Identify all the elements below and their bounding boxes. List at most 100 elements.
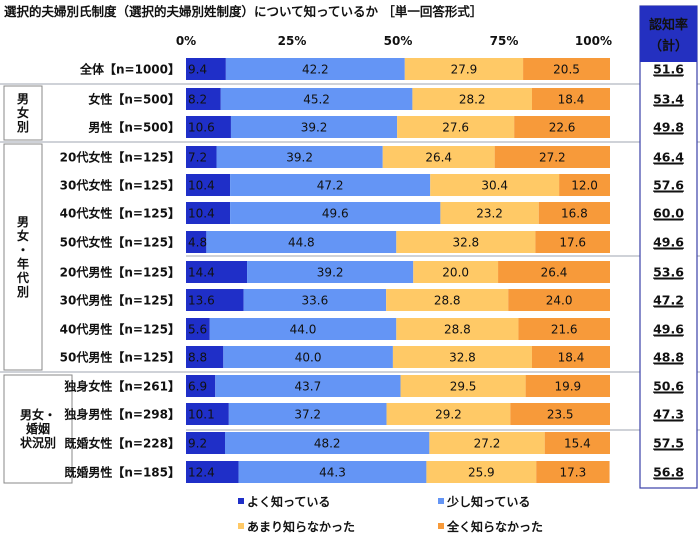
bar-segment <box>386 403 511 425</box>
data-label: 18.4 <box>558 351 585 365</box>
data-label: 29.2 <box>435 408 462 422</box>
bar-segment <box>498 261 610 283</box>
data-label: 43.7 <box>295 380 322 394</box>
awareness-column-box <box>639 5 698 489</box>
data-label: 10.4 <box>188 179 215 193</box>
bar-segment <box>412 88 532 110</box>
data-label: 6.9 <box>188 380 207 394</box>
data-label: 5.6 <box>188 323 207 337</box>
data-label: 29.5 <box>450 380 477 394</box>
data-label: 13.6 <box>188 294 215 308</box>
bar-segment <box>186 88 221 110</box>
data-label: 48.2 <box>314 437 341 451</box>
bar-segment <box>230 116 398 138</box>
bar-segment <box>186 375 216 397</box>
bar-segment <box>186 231 207 253</box>
data-label: 10.4 <box>188 207 215 221</box>
category-label: 男性【n=500】 <box>88 120 180 135</box>
bar-segment <box>392 346 532 368</box>
data-label: 15.4 <box>564 437 591 451</box>
category-label: 既婚男性【n=185】 <box>64 465 180 480</box>
bar-segment <box>216 146 383 168</box>
group-box <box>3 85 43 141</box>
bar-segment <box>186 318 210 340</box>
bar-segment <box>559 174 610 196</box>
bar-segment <box>404 58 524 80</box>
legend-swatch <box>438 498 444 504</box>
category-label: 20代女性【n=125】 <box>60 150 180 165</box>
legend-label: よく知っている <box>247 494 330 509</box>
data-label: 16.8 <box>561 207 588 221</box>
bar-segment <box>538 202 610 224</box>
bar-segment <box>225 58 405 80</box>
awareness-value: 48.8 <box>653 350 684 365</box>
bar-segment <box>531 88 610 110</box>
data-label: 7.2 <box>188 151 207 165</box>
data-label: 10.6 <box>188 121 215 135</box>
bar-segment <box>247 261 414 283</box>
data-label: 23.5 <box>547 408 574 422</box>
bar-segment <box>382 146 495 168</box>
data-label: 27.2 <box>539 151 566 165</box>
bar-segment <box>494 146 610 168</box>
legend-swatch <box>438 523 444 529</box>
bar-segment <box>223 346 393 368</box>
data-label: 30.4 <box>481 179 508 193</box>
category-label: 30代女性【n=125】 <box>60 178 180 193</box>
bar-segment <box>396 318 519 340</box>
awareness-header-line2: （計） <box>649 38 688 54</box>
group-box <box>3 374 73 484</box>
data-label: 8.8 <box>188 351 207 365</box>
group-label: 男女・年代別 <box>16 215 29 299</box>
bar-segment <box>230 202 441 224</box>
bar-segment <box>186 261 248 283</box>
bar-segment <box>186 403 229 425</box>
data-label: 20.0 <box>442 266 469 280</box>
x-tick-label: 25% <box>278 34 307 48</box>
bar-segment <box>518 318 610 340</box>
bar-segment <box>426 461 537 483</box>
data-label: 45.2 <box>303 93 330 107</box>
bar-segment <box>186 202 231 224</box>
bar-segment <box>186 58 226 80</box>
category-label: 30代男性【n=125】 <box>60 293 180 308</box>
bar-segment <box>186 289 244 311</box>
bar-segment <box>220 88 413 110</box>
legend-label: あまり知らなかった <box>247 519 355 534</box>
x-tick-label: 50% <box>384 34 413 48</box>
bar-segment <box>209 318 397 340</box>
data-label: 18.4 <box>558 93 585 107</box>
awareness-value: 60.0 <box>653 206 684 221</box>
data-label: 25.9 <box>468 466 495 480</box>
data-label: 9.2 <box>188 437 207 451</box>
awareness-value: 49.6 <box>653 322 684 337</box>
awareness-header-line1: 認知率 <box>649 17 688 33</box>
bar-segment <box>206 231 397 253</box>
bar-segment <box>508 289 610 311</box>
bar-segment <box>215 375 401 397</box>
awareness-value: 49.8 <box>653 120 684 135</box>
data-label: 49.6 <box>322 207 349 221</box>
data-label: 37.2 <box>294 408 321 422</box>
awareness-value: 57.6 <box>653 178 684 193</box>
bar-segment <box>228 403 387 425</box>
category-label: 既婚女性【n=228】 <box>64 436 180 451</box>
category-label: 50代女性【n=125】 <box>60 235 180 250</box>
bar-segment <box>523 58 610 80</box>
x-tick-label: 75% <box>490 34 519 48</box>
data-label: 27.9 <box>451 63 478 77</box>
data-label: 23.2 <box>476 207 503 221</box>
x-tick-label: 0% <box>176 34 196 48</box>
data-label: 32.8 <box>452 236 479 250</box>
data-label: 32.8 <box>449 351 476 365</box>
bar-segment <box>510 403 610 425</box>
data-label: 26.4 <box>425 151 452 165</box>
awareness-value: 46.4 <box>653 150 684 165</box>
category-label: 独身女性【n=261】 <box>63 379 180 394</box>
awareness-value: 47.3 <box>653 407 684 422</box>
awareness-header <box>640 6 697 62</box>
data-label: 39.2 <box>301 121 328 135</box>
bar-segment <box>413 261 499 283</box>
bar-segment <box>397 116 515 138</box>
bar-segment <box>186 174 231 196</box>
